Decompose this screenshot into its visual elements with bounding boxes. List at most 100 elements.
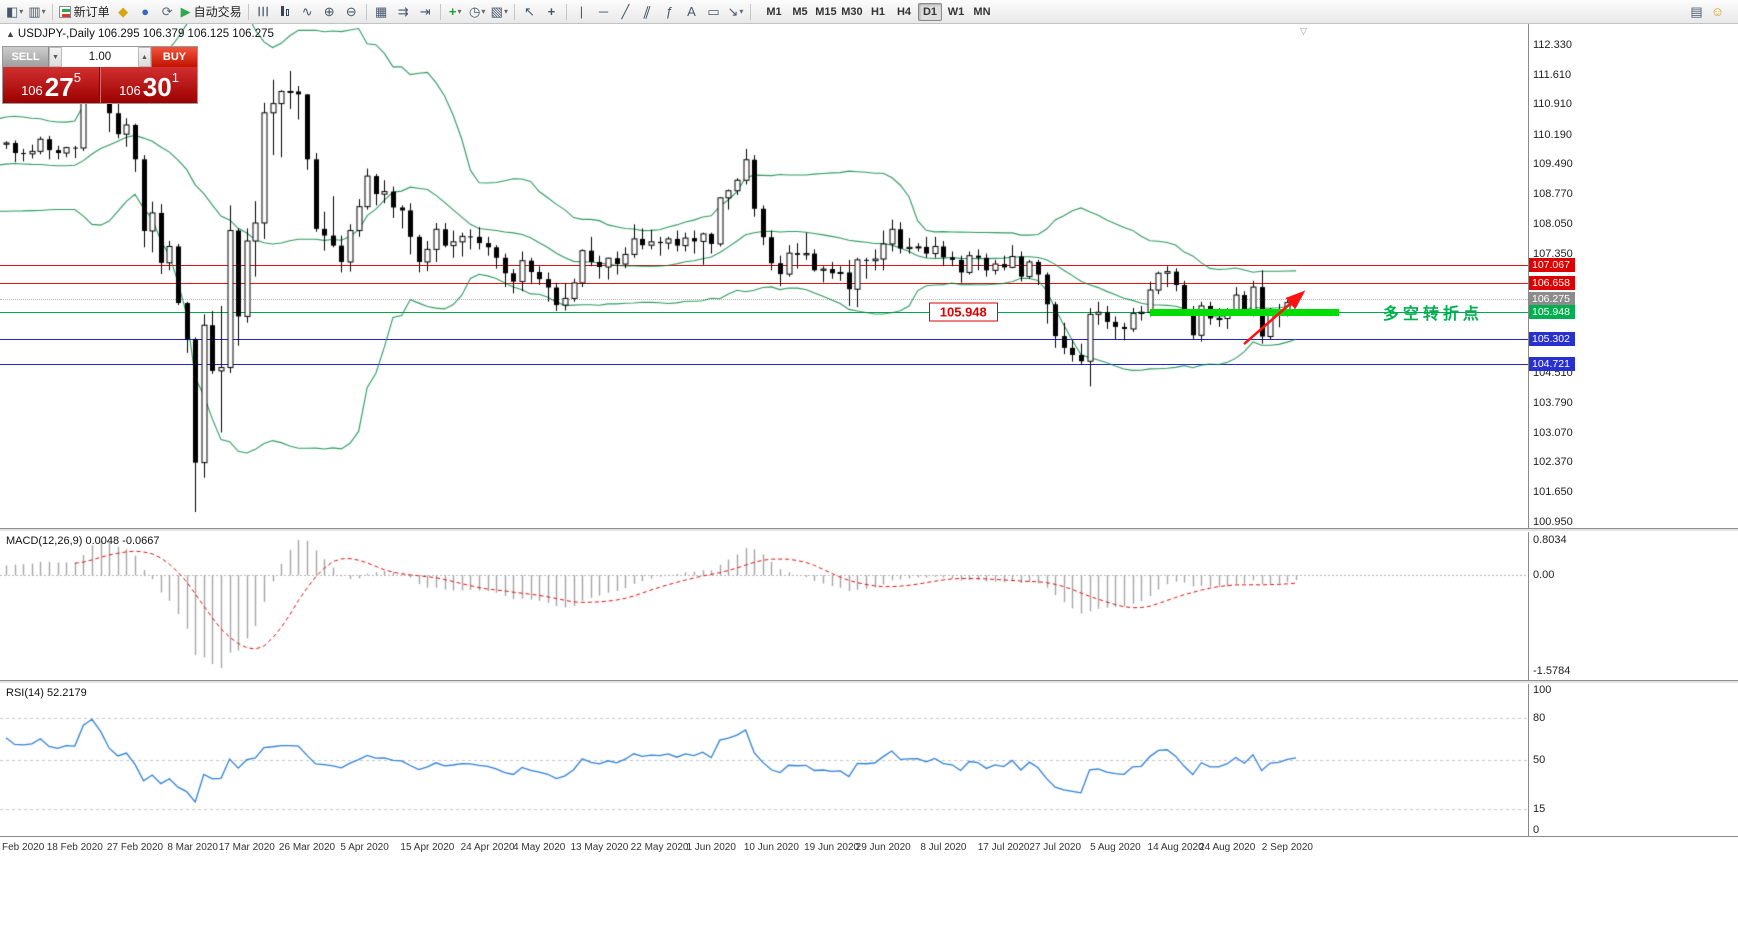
macd-axis-label: -1.5784	[1533, 665, 1571, 677]
text-button[interactable]: A	[681, 2, 702, 22]
shapes-button[interactable]: ↘ ▾	[725, 2, 746, 22]
tile-windows-button[interactable]: ▦	[371, 2, 392, 22]
candlestick-button[interactable]	[275, 2, 296, 22]
help-button[interactable]: ☺	[1707, 2, 1728, 22]
zoom-out-button[interactable]: ⊖	[341, 2, 362, 22]
cursor-button[interactable]: ↖	[519, 2, 540, 22]
macd-axis-label: 0.8034	[1533, 534, 1567, 546]
panel-splitter[interactable]	[0, 680, 1738, 684]
horizontal-line-button[interactable]: ─	[593, 2, 614, 22]
chart-shift-button[interactable]: ⇥	[415, 2, 436, 22]
trendline-icon: ╱	[621, 4, 630, 19]
sell-price-prefix: 106	[21, 83, 43, 98]
timeframe-m1[interactable]: M1	[766, 5, 782, 18]
dock-icon: ▤	[1690, 4, 1703, 19]
price-tag-resistance-line-upper: 107.067	[1529, 258, 1575, 273]
chevron-down-icon: ▾	[481, 7, 486, 16]
profiles-icon: ▥	[28, 4, 41, 19]
line-chart-button[interactable]: ∿	[297, 2, 318, 22]
price-tag-support-line-upper: 105.302	[1529, 332, 1575, 347]
sell-button[interactable]: SELL	[3, 47, 49, 67]
rsi-axis-label: 15	[1533, 803, 1546, 815]
periods-button[interactable]: ◷ ▾	[467, 2, 488, 22]
auto-scroll-icon: ⇉	[397, 4, 409, 19]
new-order-label: 新订单	[73, 5, 110, 19]
new-order-icon	[58, 5, 71, 18]
rsi-axis-label: 50	[1533, 754, 1546, 766]
price-axis[interactable]: 112.330 111.610 110.910 110.190 109.490 108.7…	[1529, 24, 1737, 528]
annotation-note-cn[interactable]: 多空转折点	[1382, 306, 1483, 324]
indicators-button[interactable]: + ▾	[445, 2, 466, 22]
panel-splitter[interactable]	[0, 528, 1738, 532]
volume-decrease-button[interactable]: ▼	[49, 47, 62, 67]
smiley-icon: ☺	[1710, 4, 1725, 19]
fibonacci-icon: ƒ	[665, 4, 674, 19]
community-button[interactable]: ●	[135, 2, 156, 22]
toolbar: ◧ ▾ ▥ ▾ 新订单 ◆ ● ⟳ ▶ 自动交易 ☰ ∿ ⊕ ⊖ ▦ ⇉ ⇥ + ▾ ◷…	[0, 0, 1738, 24]
timeframe-m30[interactable]: M30	[841, 5, 863, 18]
bar-chart-button[interactable]: ☰	[253, 2, 274, 22]
dock-button[interactable]: ▤	[1686, 2, 1707, 22]
price-tick: 107.350	[1533, 247, 1573, 260]
date-label: 2 Sep 2020	[1261, 842, 1313, 853]
line-chart-icon: ∿	[301, 4, 313, 19]
templates-button[interactable]: ▧ ▾	[489, 2, 510, 22]
price-level-callout[interactable]: 105.948	[928, 302, 998, 322]
macd-canvas[interactable]	[0, 532, 1528, 680]
volume-increase-button[interactable]: ▲	[138, 47, 151, 67]
autotrading-play-icon: ▶	[180, 4, 191, 19]
auto-scroll-button[interactable]: ⇉	[393, 2, 414, 22]
profiles-button[interactable]: ▥ ▾	[26, 2, 47, 22]
timeframe-m5[interactable]: M5	[792, 5, 808, 18]
toolbar-separator	[51, 3, 53, 20]
volume-input[interactable]: 1.00	[88, 51, 112, 63]
date-label: 8 Mar 2020	[167, 842, 218, 853]
new-order-button[interactable]: 新订单	[57, 2, 112, 22]
autotrading-button[interactable]: ▶ 自动交易	[179, 2, 244, 22]
rsi-panel[interactable]: RSI(14) 52.2179	[0, 684, 1528, 836]
macd-panel[interactable]: MACD(12,26,9) 0.0048 -0.0667	[0, 532, 1528, 680]
price-tag-current-bid-line: 106.275	[1529, 291, 1575, 306]
refresh-button[interactable]: ⟳	[157, 2, 178, 22]
timeframe-m15[interactable]: M15	[815, 5, 837, 18]
zoom-in-button[interactable]: ⊕	[319, 2, 340, 22]
buy-price-display[interactable]: 106 30 1	[100, 67, 197, 103]
chevron-down-icon: ▾	[19, 7, 24, 16]
price-tick: 103.790	[1533, 396, 1573, 409]
vertical-line-button[interactable]: |	[571, 2, 592, 22]
timeframe-w1[interactable]: W1	[947, 5, 965, 18]
timeframe-h4[interactable]: H4	[896, 5, 911, 18]
rsi-axis-label: 100	[1533, 684, 1552, 696]
support-highlight-segment[interactable]	[1149, 308, 1339, 316]
date-label: 17 Jul 2020	[977, 842, 1030, 853]
channel-button[interactable]: ∥	[637, 2, 658, 22]
crosshair-button[interactable]: +	[541, 2, 562, 22]
timeframe-h1[interactable]: H1	[870, 5, 885, 18]
price-chart[interactable]: ▲ USDJPY-,Daily 106.295 106.379 106.125 1…	[0, 24, 1528, 528]
trendline-button[interactable]: ╱	[615, 2, 636, 22]
date-label: Feb 2020	[2, 842, 45, 853]
fibonacci-button[interactable]: ƒ	[659, 2, 680, 22]
sell-price-display[interactable]: 106 27 5	[3, 67, 100, 103]
label-button[interactable]: ▭	[703, 2, 724, 22]
community-icon: ●	[141, 4, 150, 19]
autotrading-label: 自动交易	[193, 5, 242, 19]
chart-shift-marker[interactable]: ▽	[1300, 26, 1307, 36]
trend-arrow[interactable]	[1235, 284, 1311, 353]
date-label: 24 Aug 2020	[1199, 842, 1256, 853]
new-chart-button[interactable]: ◧ ▾	[4, 2, 25, 22]
candlestick-icon	[281, 5, 290, 19]
buy-button[interactable]: BUY	[151, 47, 197, 67]
metaeditor-button[interactable]: ◆	[113, 2, 134, 22]
rsi-axis-label: 80	[1533, 712, 1546, 724]
zoom-in-icon: ⊕	[323, 4, 335, 19]
date-axis[interactable]: Feb 2020 18 Feb 2020 27 Feb 2020 8 Mar 2020…	[0, 836, 1738, 860]
timeframe-d1[interactable]: D1	[917, 2, 942, 21]
date-label: 27 Jul 2020	[1029, 842, 1082, 853]
date-label: 19 Jun 2020	[804, 842, 860, 853]
timeframe-mn[interactable]: MN	[973, 5, 991, 18]
rsi-canvas[interactable]	[0, 684, 1528, 836]
chevron-down-icon: ▾	[739, 7, 744, 16]
candlestick-canvas[interactable]	[0, 24, 1528, 528]
channel-icon: ∥	[641, 4, 654, 19]
